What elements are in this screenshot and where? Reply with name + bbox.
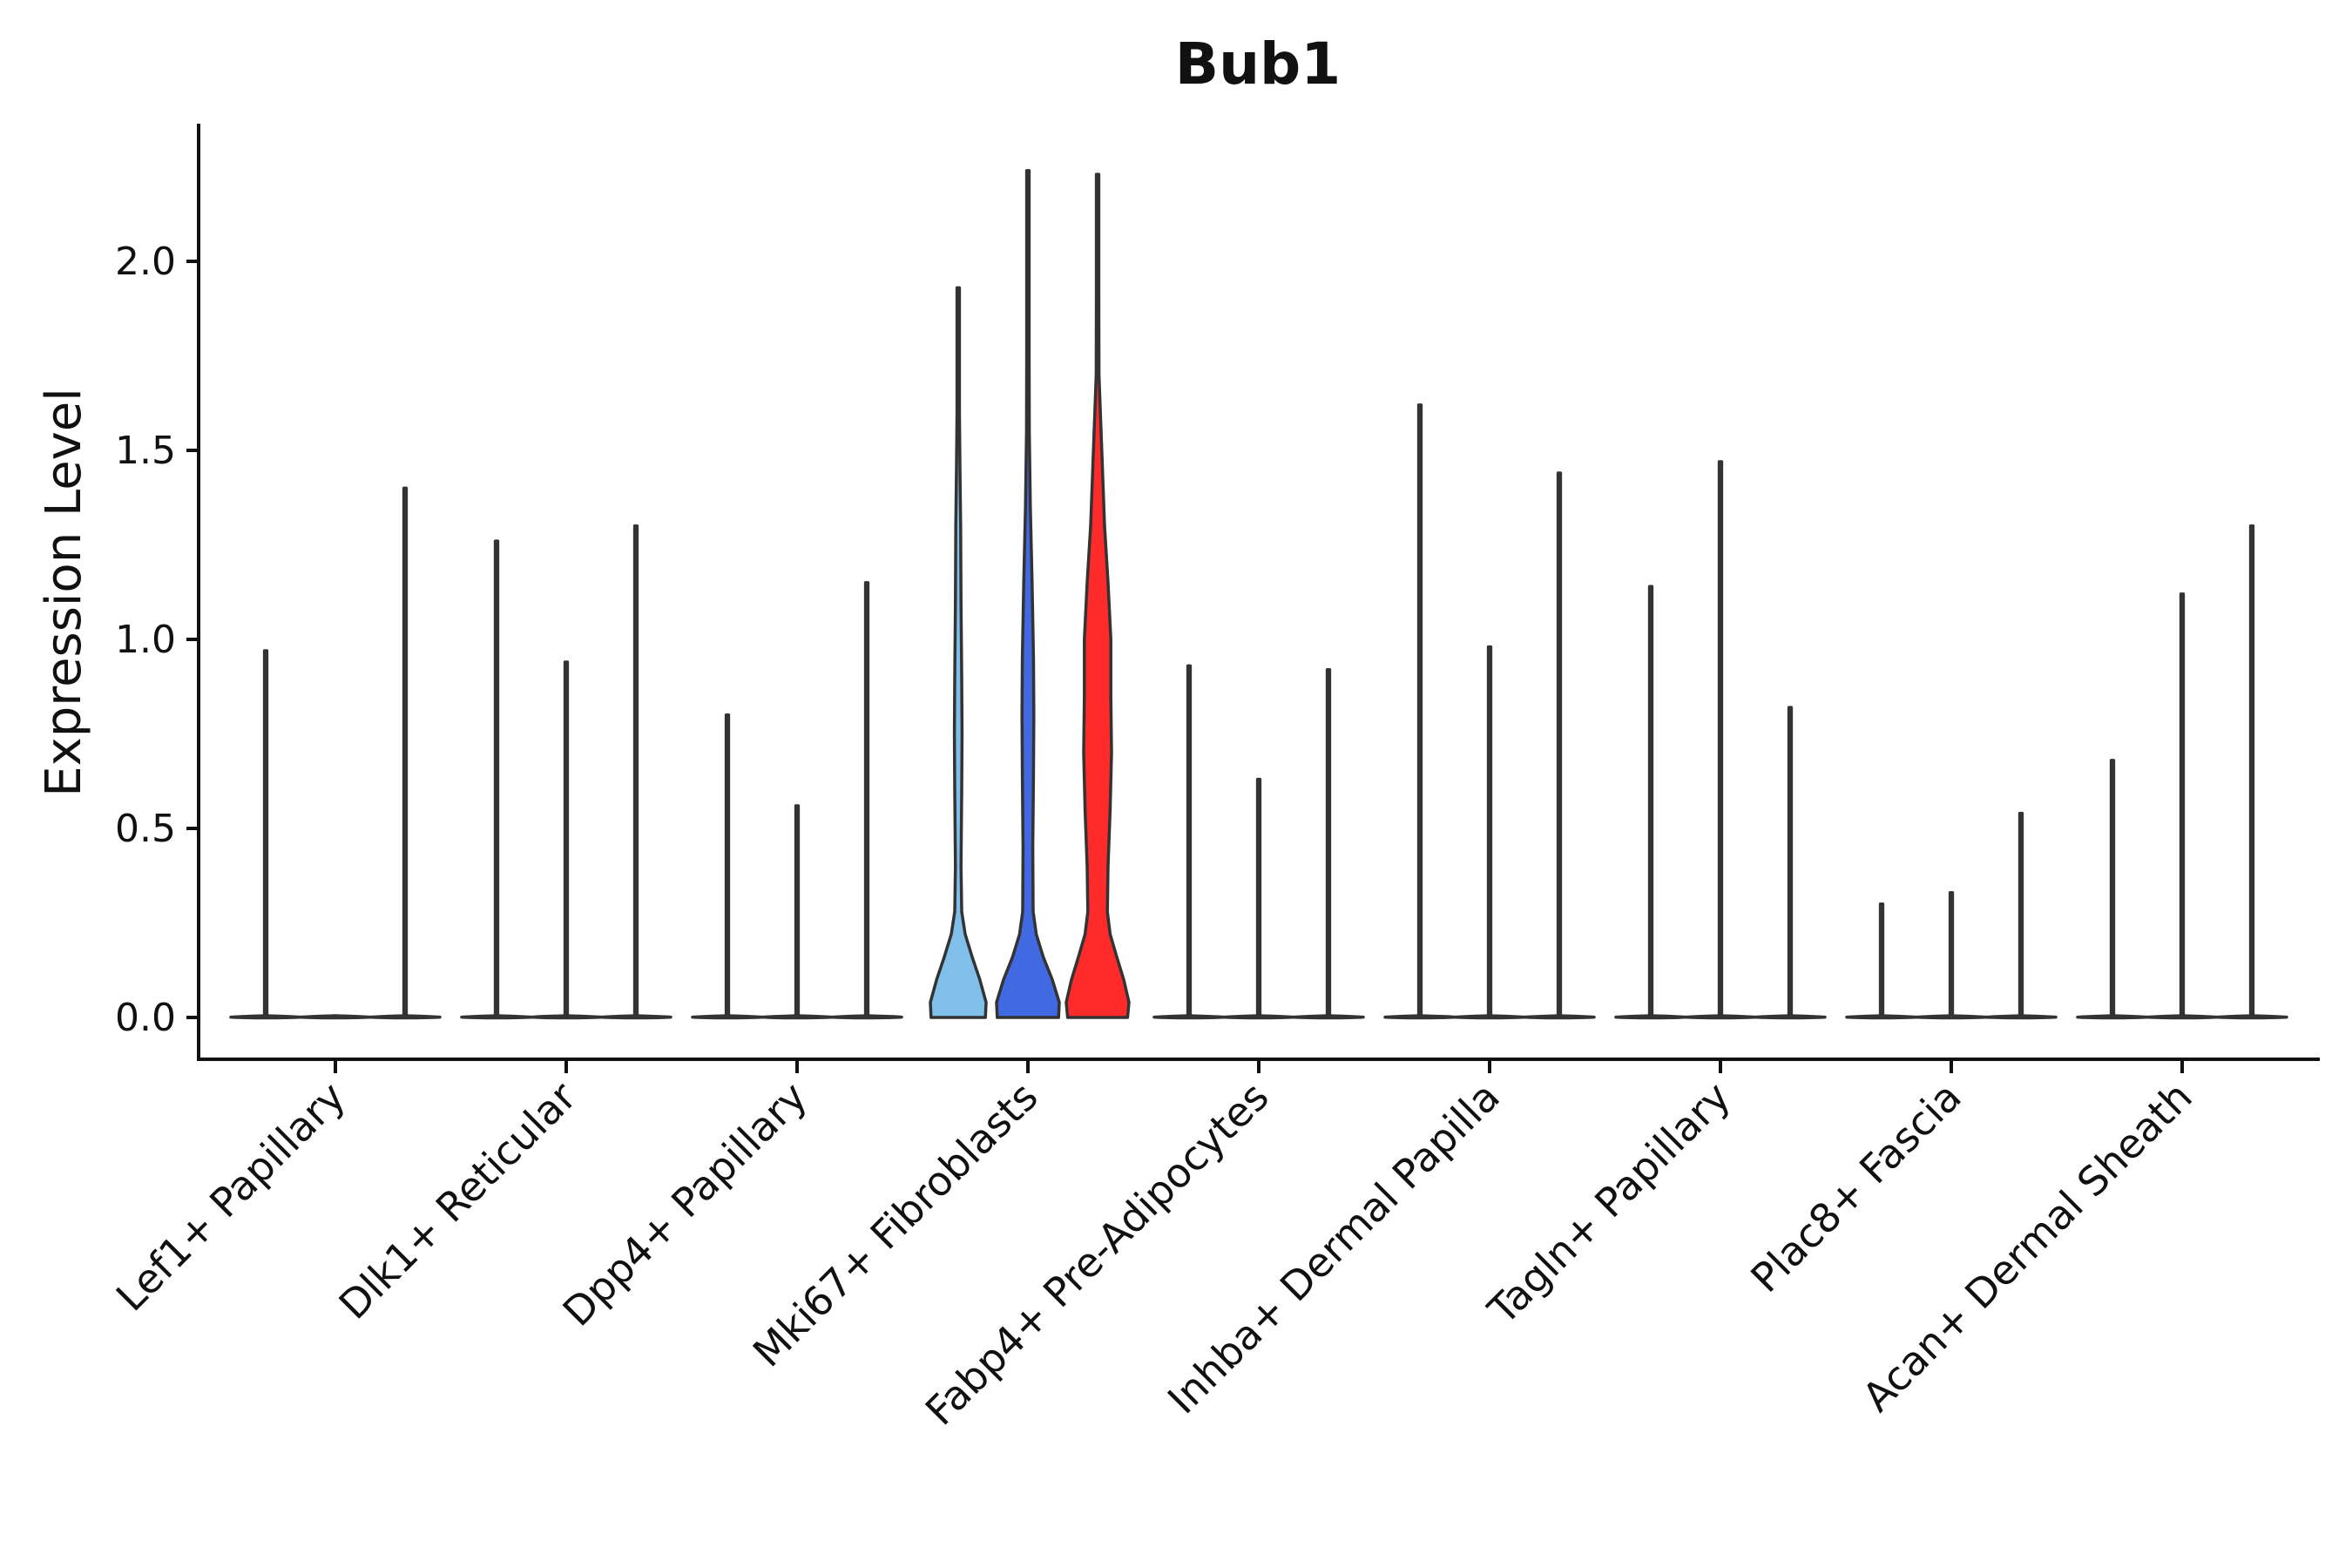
violin-9-1 — [2076, 759, 2149, 1020]
violin-4-2 — [995, 169, 1061, 1019]
y-tick-label: 2.0 — [115, 240, 176, 284]
violin-5-2 — [1222, 777, 1295, 1020]
y-tick-label: 1.0 — [115, 618, 176, 662]
violin-8-1 — [1845, 902, 1918, 1020]
violin-5-3 — [1292, 667, 1365, 1020]
violin-8-3 — [1984, 811, 2058, 1020]
y-tick-label: 1.5 — [115, 429, 176, 473]
x-tick-label: Dpp4+ Papillary — [554, 1073, 816, 1335]
x-tick-label: Plac8+ Fascia — [1741, 1073, 1970, 1301]
violin-7-3 — [1754, 706, 1827, 1020]
violin-1-1 — [229, 649, 302, 1020]
violin-3-2 — [760, 804, 834, 1020]
violin-8-2 — [1915, 891, 1988, 1020]
violin-3-1 — [691, 713, 764, 1020]
violin-6-2 — [1453, 645, 1526, 1020]
x-tick-label: Dlk1+ Reticular — [330, 1073, 585, 1328]
y-tick-label: 0.5 — [115, 807, 176, 851]
y-axis-label: Expression Level — [36, 388, 92, 797]
violin-3-3 — [830, 581, 903, 1020]
violin-9-3 — [2215, 524, 2288, 1020]
violin-1-3 — [368, 486, 442, 1020]
violin-7-1 — [1614, 585, 1687, 1020]
violin-4-1 — [929, 286, 988, 1019]
violin-6-3 — [1523, 471, 1596, 1020]
violin-5-1 — [1152, 664, 1226, 1020]
violin-4-3 — [1064, 172, 1131, 1019]
x-tick-label: Lef1+ Papillary — [107, 1073, 355, 1321]
violin-2-1 — [460, 539, 533, 1020]
violins-layer — [229, 169, 2288, 1020]
y-ticks: 0.0 0.5 1.0 1.5 2.0 — [115, 240, 199, 1040]
violin-6-1 — [1383, 403, 1456, 1020]
y-tick-label: 0.0 — [115, 996, 176, 1040]
violin-2-2 — [530, 660, 603, 1020]
violin-2-3 — [599, 524, 672, 1020]
chart-title: Bub1 — [1175, 30, 1341, 98]
violin-1-2 — [299, 1014, 372, 1020]
violin-7-2 — [1684, 460, 1757, 1020]
violin-9-2 — [2146, 592, 2219, 1020]
x-tick-label: Tagln+ Papillary — [1478, 1073, 1740, 1335]
